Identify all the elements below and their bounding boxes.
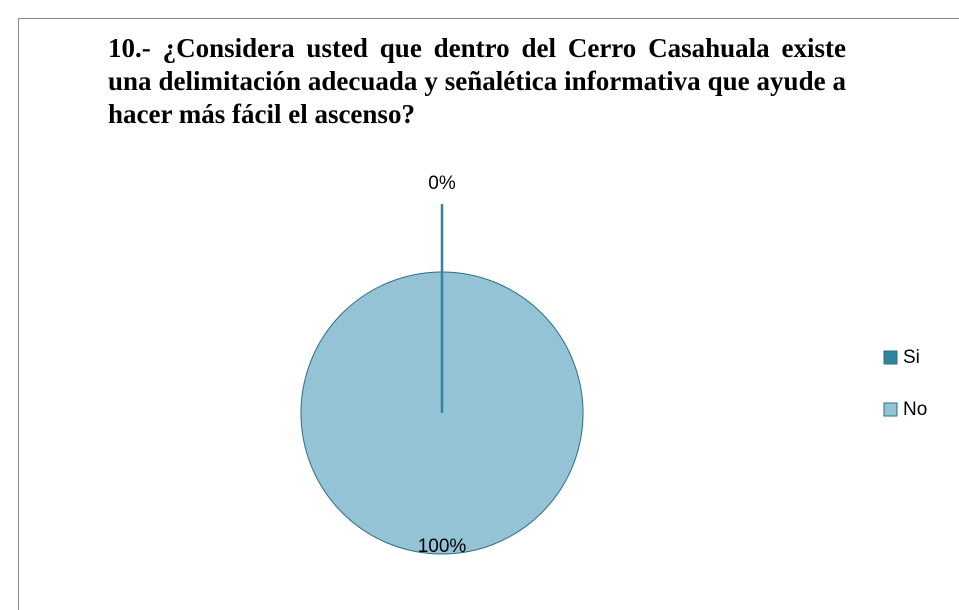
legend-swatch: [883, 350, 898, 365]
legend-label: Si: [903, 347, 920, 368]
chart-title: 10.- ¿Considera usted que dentro del Cer…: [108, 33, 846, 129]
legend-label: No: [903, 399, 927, 420]
chart-border: [18, 18, 959, 610]
legend-swatch: [883, 402, 898, 417]
data-label: 100%: [418, 536, 467, 557]
data-label: 0%: [428, 173, 456, 194]
